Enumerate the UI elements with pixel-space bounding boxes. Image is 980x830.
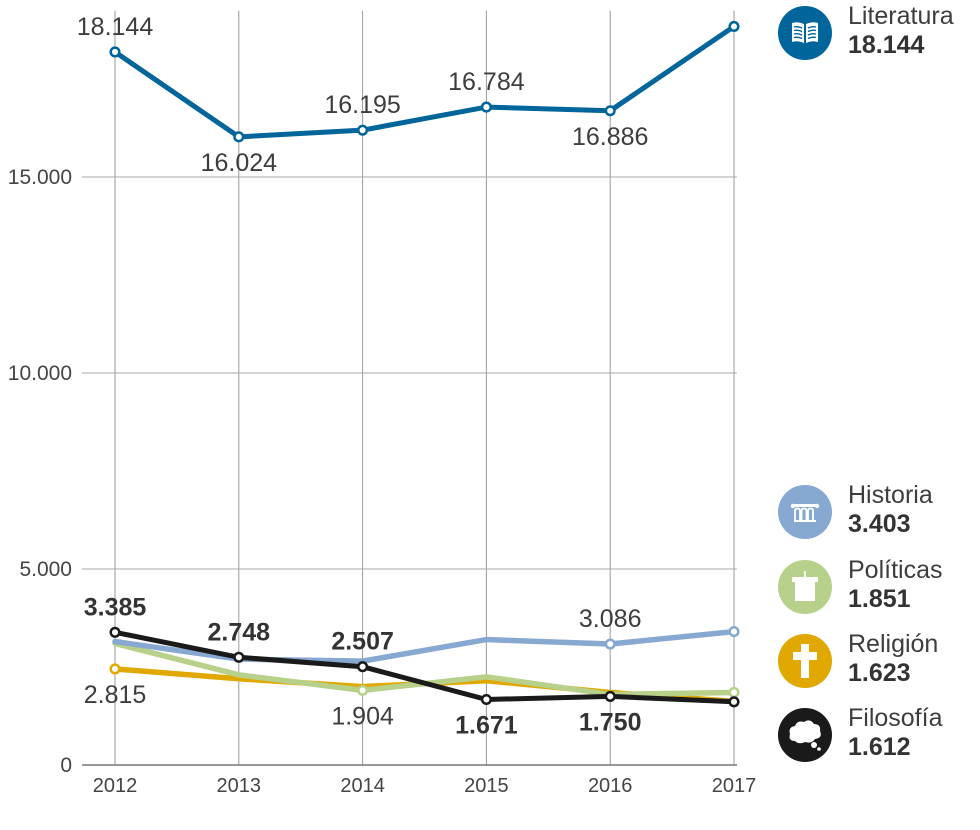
legend-item-historia: Historia 3.403: [778, 481, 978, 545]
greek-column-icon: [778, 485, 832, 539]
legend-item-filosofia: Filosofía 1.612: [778, 704, 978, 768]
series-markers: [109, 20, 740, 708]
data-label-filosofia: 2.748: [208, 618, 271, 646]
data-point-literatura: [480, 101, 492, 113]
legend-label: Políticas: [848, 556, 943, 584]
y-tick-label: 15.000: [8, 166, 72, 189]
data-label-filosofia: 1.671: [455, 711, 518, 739]
x-tick-label: 2014: [340, 775, 385, 797]
data-label-historia: 3.086: [579, 605, 642, 633]
data-label-literatura: 16.886: [572, 123, 648, 151]
data-point-literatura: [357, 124, 369, 136]
data-label-filosofia: 1.750: [579, 708, 642, 736]
data-label-filosofia: 3.385: [84, 593, 147, 621]
data-point-filosofia: [233, 651, 245, 663]
data-point-historia: [728, 626, 740, 638]
data-point-filosofia: [109, 626, 121, 638]
legend-value: 1.623: [848, 659, 911, 687]
series-line-historia: [112, 628, 737, 664]
podium-icon: [778, 560, 832, 614]
legend-value: 3.403: [848, 510, 911, 538]
data-point-filosofia: [728, 696, 740, 708]
series-lines: [112, 23, 737, 705]
y-tick-label: 0: [60, 754, 72, 777]
x-tick-label: 2016: [588, 775, 633, 797]
series-line-filosofia: [112, 629, 737, 705]
y-tick-label: 10.000: [8, 362, 72, 385]
data-label-literatura: 18.144: [77, 13, 154, 41]
data-label-literatura: 16.784: [448, 68, 525, 96]
data-point-politicas: [357, 684, 369, 696]
legend-label: Literatura: [848, 2, 954, 30]
x-tick-label: 2013: [217, 775, 262, 797]
data-label-literatura: 16.024: [201, 149, 278, 177]
data-point-literatura: [604, 105, 616, 117]
data-point-politicas: [728, 686, 740, 698]
data-point-literatura: [233, 131, 245, 143]
data-point-literatura: [109, 46, 121, 58]
series-line-literatura: [112, 23, 737, 140]
data-labels: 2.815 1.904 3.086 3.385 2.748 2.507 1.671 1.750…: [77, 13, 649, 740]
data-point-filosofia: [480, 693, 492, 706]
x-tick-label: 2017: [712, 775, 757, 797]
cross-icon: [778, 634, 832, 688]
legend-label: Filosofía: [848, 704, 943, 732]
data-point-religion: [109, 663, 121, 675]
data-label-politicas: 1.904: [331, 702, 394, 730]
axes: 0 5.000 10.000 15.000 2012 2013 2014 2015 2016 20…: [8, 166, 756, 797]
data-label-filosofia: 2.507: [331, 628, 394, 656]
open-book-icon: [778, 6, 832, 60]
legend-label: Religión: [848, 630, 939, 658]
data-label-literatura: 16.195: [324, 91, 400, 119]
data-label-religion: 2.815: [84, 681, 147, 709]
x-tick-label: 2012: [93, 775, 138, 797]
legend-item-politicas: Políticas 1.851: [778, 556, 978, 620]
legend-item-literatura: Literatura 18.144: [778, 2, 978, 66]
legend-item-religion: Religión 1.623: [778, 630, 978, 694]
y-tick-label: 5.000: [19, 558, 72, 581]
data-point-literatura: [728, 20, 740, 33]
legend-label: Historia: [848, 481, 933, 509]
data-point-filosofia: [604, 690, 616, 702]
data-point-filosofia: [357, 661, 369, 673]
legend-value: 1.851: [848, 585, 911, 613]
data-point-historia: [604, 638, 616, 650]
x-tick-label: 2015: [464, 775, 509, 797]
thought-bubble-icon: [778, 708, 832, 762]
legend-value: 1.612: [848, 733, 911, 761]
legend-value: 18.144: [848, 31, 925, 59]
